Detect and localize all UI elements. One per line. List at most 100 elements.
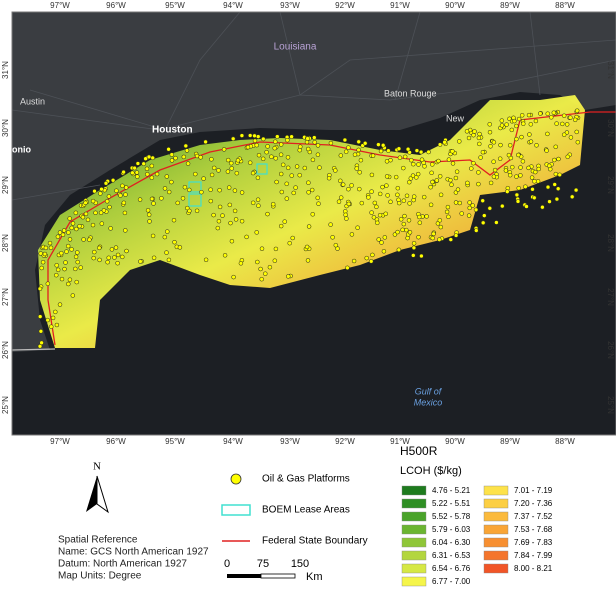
platform [383, 211, 388, 217]
platform [477, 131, 482, 137]
platform [400, 227, 405, 233]
platform [80, 214, 86, 220]
platform [169, 152, 175, 157]
platform [533, 169, 538, 175]
platform [225, 169, 231, 174]
platform [259, 246, 265, 251]
platform [516, 152, 521, 158]
platform [138, 259, 143, 264]
platform [75, 250, 80, 255]
platform [264, 149, 269, 155]
legend-swatch [483, 524, 509, 535]
platform [317, 165, 322, 170]
platform [273, 246, 279, 252]
platform [453, 233, 459, 238]
platform [121, 200, 127, 206]
platform [304, 244, 310, 250]
platform [510, 164, 515, 170]
lon-label: 94°W [223, 1, 243, 10]
platform [90, 198, 96, 204]
platform [469, 166, 474, 171]
platform [474, 228, 479, 233]
lat-label: 28°N [1, 234, 10, 252]
platform [232, 208, 238, 214]
platform [444, 209, 450, 215]
lon-label: 96°W [106, 1, 126, 10]
platform [278, 142, 284, 147]
platform [560, 121, 565, 127]
platform [407, 230, 413, 235]
platform [338, 153, 344, 158]
platform [449, 182, 454, 187]
platform [333, 168, 338, 173]
platform [544, 148, 549, 153]
platform [256, 203, 261, 208]
platform [428, 202, 434, 208]
platform [476, 135, 482, 141]
platform [171, 217, 177, 223]
platform [74, 279, 79, 285]
place-label: onio [12, 144, 31, 154]
platform [104, 199, 110, 204]
platform [526, 165, 531, 171]
platform [545, 184, 551, 190]
platform [520, 159, 526, 164]
platform [312, 135, 317, 140]
platform [491, 140, 497, 145]
platform [396, 146, 402, 151]
platform [471, 160, 476, 166]
lon-label: 89°W [500, 437, 520, 446]
platform [355, 225, 360, 230]
platform [575, 139, 581, 145]
platform [107, 204, 112, 210]
platform [411, 194, 417, 199]
platform [498, 142, 503, 148]
platform [438, 192, 444, 198]
place-label: Louisiana [274, 42, 317, 53]
land [12, 12, 616, 352]
platform [45, 317, 50, 323]
lease-areas [188, 163, 268, 207]
platform [505, 189, 510, 194]
legend-swatch [401, 563, 427, 574]
platform [369, 189, 374, 194]
platform [278, 223, 284, 229]
platform [67, 216, 72, 221]
platform [286, 274, 291, 279]
platform [169, 179, 174, 185]
platform [476, 170, 481, 175]
platform [54, 263, 59, 268]
lat-label: 29°N [606, 176, 615, 194]
platform [185, 161, 191, 166]
platform [134, 170, 140, 175]
platform [411, 253, 416, 258]
platform [437, 174, 443, 179]
platform [382, 235, 388, 240]
platform [357, 186, 362, 192]
platform [430, 162, 435, 167]
platform [162, 234, 168, 240]
platform [49, 324, 54, 329]
platform [532, 195, 537, 201]
platform [78, 265, 83, 270]
legend-class-label: 6.54 - 6.76 [432, 564, 471, 573]
platform [193, 171, 198, 177]
platform [201, 176, 206, 181]
scale-label: 150 [291, 558, 309, 570]
map-border [11, 11, 616, 436]
platform [514, 123, 519, 129]
platform [409, 157, 414, 163]
platform [184, 148, 190, 153]
lon-label: 97°W [50, 1, 70, 10]
legend-class-label: 7.53 - 7.68 [514, 525, 553, 534]
platform [73, 266, 78, 272]
platform [381, 249, 387, 254]
platform [416, 162, 421, 167]
platform [515, 199, 521, 204]
platform [411, 245, 417, 251]
platform [417, 214, 422, 220]
platform [380, 184, 385, 190]
platform [37, 286, 43, 292]
platform [358, 157, 364, 163]
platform [261, 136, 266, 142]
